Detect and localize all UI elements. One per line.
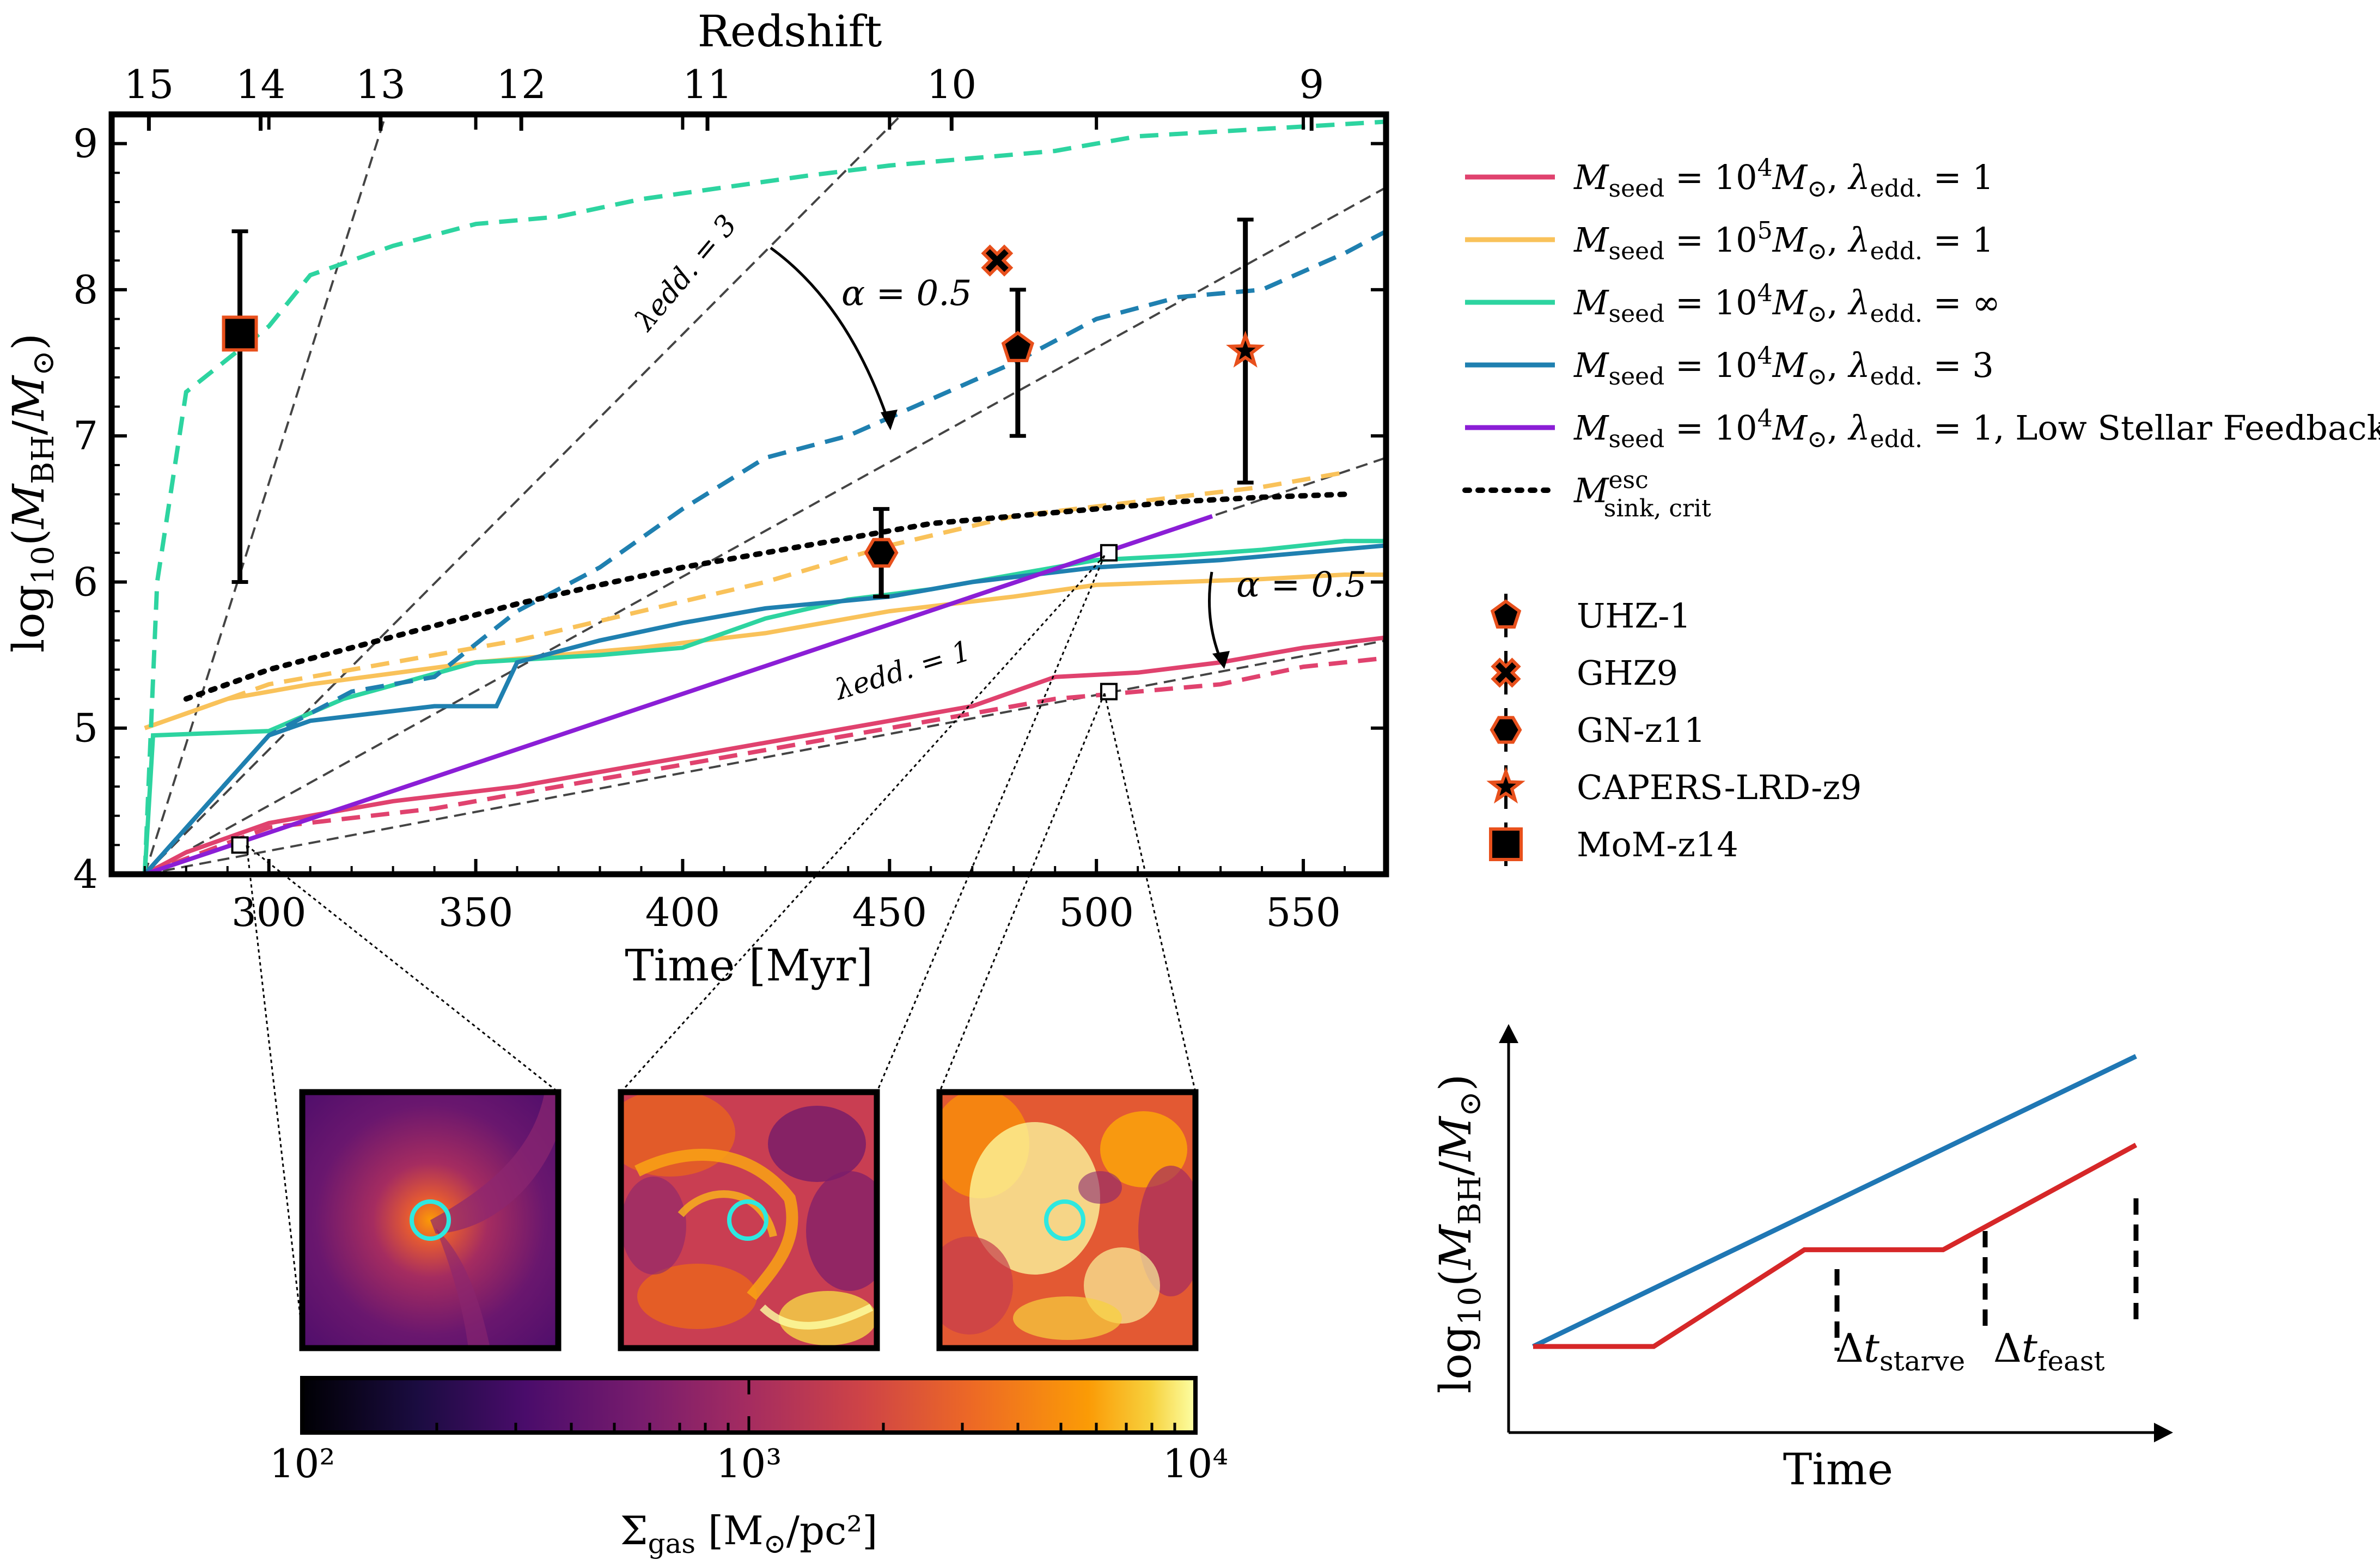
- delta-t-feast-label: Δtfeast: [1993, 1325, 2105, 1377]
- obs-marker-capers-lrd-z9: [1226, 331, 1265, 368]
- starve-feast-markers: [1834, 1198, 2139, 1351]
- series-line-5: [142, 119, 1386, 874]
- gas-map-1-frame: [299, 1089, 562, 1351]
- schematic-line-1: [1533, 1143, 2138, 1349]
- gas-map-2-frame: [618, 1089, 880, 1351]
- schematic-line-0: [1532, 1054, 2137, 1349]
- top-tick-label: 11: [682, 62, 733, 107]
- x-axis-label: Time [Myr]: [625, 940, 872, 991]
- colorbar-tick-1000: 10³: [716, 1441, 782, 1486]
- legend-label-1: Mseed = 105M⊙, λedd. = 1: [1573, 217, 1994, 265]
- y-axis-label: log10(MBH/M⊙): [3, 333, 61, 653]
- top-axis-label: Redshift: [698, 6, 882, 57]
- legend-obs-marker-2: [1490, 716, 1522, 744]
- legend-obs-label-0: UHZ-1: [1577, 596, 1691, 636]
- ref-label-lambda1: λedd. = 1: [830, 635, 974, 707]
- sink-circle-1: [410, 1199, 451, 1241]
- alpha-arrow-upper: [770, 246, 892, 428]
- gas-maps: 10² 10³ 10⁴ Σgas [M⊙/pc²]: [270, 1089, 1228, 1559]
- zoom-connector-lines: [246, 555, 1197, 1335]
- delta-t-starve-label: Δtstarve: [1835, 1325, 1965, 1377]
- reference-line-0: [144, 114, 904, 874]
- y-tick-label: 7: [73, 413, 98, 459]
- gas-map-3-frame: [936, 1089, 1199, 1351]
- top-tick-label: 15: [124, 62, 174, 107]
- legend-label-3: Mseed = 104M⊙, λedd. = 3: [1573, 342, 1994, 391]
- ref-label-lambda3: λedd. = 3: [628, 209, 743, 338]
- legend-label-2: Mseed = 104M⊙, λedd. = ∞: [1573, 279, 2000, 328]
- x-tick-label: 500: [1059, 889, 1133, 935]
- gas-map-1: [302, 1092, 558, 1348]
- colorbar-ticks: [435, 1378, 1176, 1433]
- series-line-1: [144, 656, 1386, 874]
- series-line-7: [143, 229, 1386, 874]
- legend-obs-marker-4: [1489, 827, 1523, 861]
- x-tick-label: 550: [1266, 889, 1340, 935]
- colorbar-label: Σgas [M⊙/pc²]: [620, 1508, 878, 1559]
- x-tick-label: 450: [852, 889, 927, 935]
- y-tick-label: 4: [73, 851, 98, 897]
- legend-label-0: Mseed = 104M⊙, λedd. = 1: [1573, 154, 1994, 203]
- legend-obs-label-2: GN-z11: [1577, 710, 1705, 750]
- obs-marker-mom-z14: [222, 315, 258, 352]
- y-tick-label: 6: [73, 559, 98, 605]
- reference-line-4: [144, 639, 1386, 874]
- alpha-annotation-upper: α = 0.5: [841, 273, 972, 314]
- gas-map-2: [621, 1092, 877, 1348]
- legend-obs-label-1: GHZ9: [1577, 653, 1678, 693]
- alpha-annotation-lower: α = 0.5: [1236, 565, 1366, 605]
- x-tick-label: 350: [438, 889, 513, 935]
- x-tick-label: 300: [231, 889, 306, 935]
- legend-label-4: Mseed = 104M⊙, λedd. = 1, Low Stellar Fe…: [1573, 405, 2380, 453]
- series-line-6: [143, 543, 1386, 874]
- obs-marker-gn-z11: [864, 538, 899, 568]
- legend-obs-marker-1: [1491, 657, 1521, 688]
- y-tick-label: 8: [73, 267, 98, 313]
- legend-obs-label-3: CAPERS-LRD-z9: [1577, 767, 1862, 807]
- alpha-arrowhead-upper: [881, 410, 898, 430]
- schematic-y-arrowhead: [1499, 1024, 1518, 1043]
- legend-obs-marker-0: [1490, 599, 1522, 629]
- gas-map-3: [939, 1092, 1195, 1348]
- legend: Mseed = 104M⊙, λedd. = 1 Mseed = 105M⊙, λ…: [1462, 154, 2380, 866]
- sink-circle-2: [727, 1199, 768, 1241]
- schematic-x-arrowhead: [2154, 1423, 2173, 1442]
- series-line-4: [142, 539, 1386, 874]
- legend-label-esc: Mesc sink, crit: [1573, 466, 1711, 522]
- schematic-panel: Δtstarve Δtfeast Time log10(MBH/M⊙): [1430, 1024, 2173, 1495]
- snapshot-marker-0: [231, 836, 249, 854]
- alpha-arrowhead-lower: [1212, 651, 1230, 669]
- reference-line-2: [144, 186, 1386, 874]
- colorbar-tick-10000: 10⁴: [1163, 1441, 1228, 1486]
- top-tick-label: 13: [356, 62, 406, 107]
- x-tick-label: 400: [645, 889, 720, 935]
- series-line-8: [144, 514, 1213, 874]
- series-line-9: [183, 491, 1347, 702]
- top-tick-label: 10: [926, 62, 977, 107]
- legend-obs-marker-3: [1486, 766, 1525, 804]
- sink-circle-3: [1044, 1199, 1085, 1241]
- schematic-x-label: Time: [1783, 1444, 1893, 1495]
- colorbar-tick-100: 10²: [270, 1441, 335, 1486]
- top-tick-label: 9: [1299, 62, 1324, 107]
- obs-marker-uhz-1: [1001, 331, 1035, 362]
- y-tick-label: 5: [73, 705, 98, 751]
- top-tick-label: 14: [236, 62, 286, 107]
- obs-marker-ghz9: [981, 244, 1014, 277]
- legend-obs-label-4: MoM-z14: [1577, 825, 1738, 864]
- schematic-y-label: log10(MBH/M⊙): [1430, 1074, 1488, 1393]
- series-line-2: [144, 572, 1386, 730]
- series-line-3: [144, 470, 1345, 730]
- y-tick-label: 9: [73, 121, 98, 167]
- top-tick-label: 12: [496, 62, 546, 107]
- alpha-arrow-lower: [1208, 571, 1224, 666]
- snapshot-marker-2: [1100, 683, 1118, 700]
